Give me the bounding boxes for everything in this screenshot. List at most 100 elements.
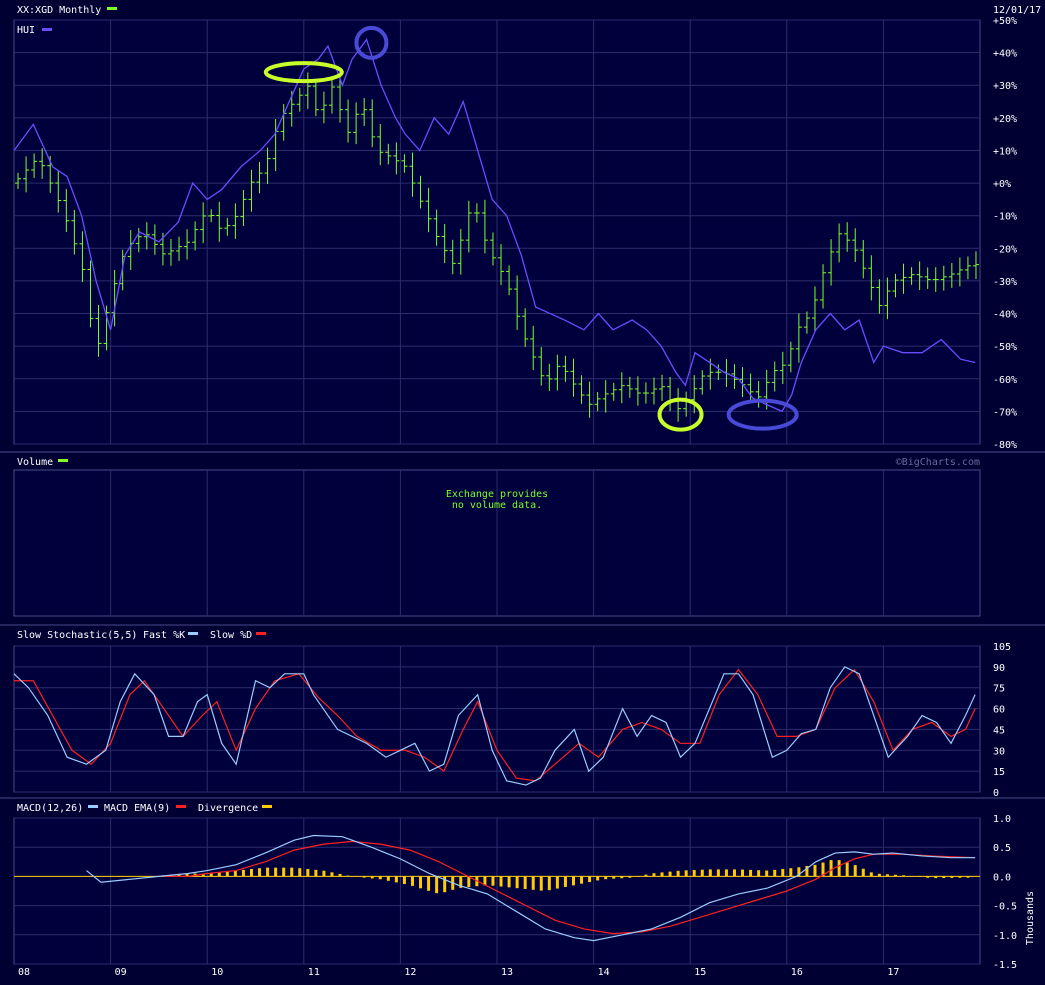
macd-y-tick-label: 0.5: [993, 843, 1011, 854]
green-highlight-ellipse: [263, 61, 344, 84]
divergence-bar: [555, 876, 559, 889]
stochastic-lines: [13, 666, 976, 786]
divergence-bar: [877, 873, 881, 877]
divergence-bar: [684, 870, 688, 877]
price-bar: [860, 240, 867, 279]
price-bar: [377, 124, 384, 166]
price-bar: [23, 156, 30, 193]
price-bar: [803, 311, 810, 334]
divergence-bar: [580, 876, 584, 884]
price-bar: [361, 97, 368, 126]
price-bar: [232, 203, 239, 239]
price-bar: [618, 372, 625, 404]
divergence-bar: [298, 868, 302, 877]
price-bar: [433, 209, 440, 246]
divergence-bar: [394, 876, 398, 883]
divergence-bar: [290, 867, 294, 877]
divergence-bar: [692, 870, 696, 877]
divergence-bar: [507, 876, 511, 888]
price-bar: [369, 99, 376, 148]
price-bar: [956, 257, 963, 287]
divergence-bar: [491, 876, 495, 886]
price-bar: [755, 381, 762, 408]
divergence-bar: [950, 876, 954, 878]
price-bar: [296, 87, 303, 112]
fast-k-line: [13, 666, 976, 786]
stochastic-y-tick-label: 15: [993, 767, 1005, 778]
price-y-tick-label: -20%: [993, 244, 1017, 255]
slow-d-line: [14, 668, 976, 782]
divergence-bar: [185, 873, 189, 877]
price-bar: [763, 369, 770, 410]
price-bar: [345, 99, 352, 143]
price-bar: [425, 187, 432, 233]
divergence-bar: [893, 874, 897, 877]
x-tick-label: 16: [791, 967, 803, 978]
divergence-legend: Divergence: [198, 803, 258, 814]
price-bar: [844, 222, 851, 252]
price-y-tick-label: +40%: [993, 49, 1017, 60]
divergence-bar: [274, 867, 278, 877]
price-y-tick-label: +50%: [993, 16, 1017, 27]
price-bar: [795, 313, 802, 363]
volume-note-line2: no volume data.: [452, 500, 542, 511]
divergence-bar: [781, 869, 785, 877]
divergence-bar: [217, 872, 221, 877]
price-bar: [578, 375, 585, 404]
price-bar: [570, 358, 577, 397]
x-tick-label: 17: [887, 967, 899, 978]
divergence-bar: [362, 876, 366, 878]
price-bar: [63, 189, 70, 233]
divergence-bar: [741, 869, 745, 877]
macd-y-tick-label: -1.0: [993, 931, 1017, 942]
x-tick-label: 14: [598, 967, 610, 978]
price-bar: [401, 154, 408, 173]
x-tick-label: 13: [501, 967, 513, 978]
price-bar: [530, 325, 537, 371]
volume-note-line1: Exchange provides: [446, 489, 548, 500]
divergence-bar: [314, 869, 318, 877]
price-bar: [948, 262, 955, 288]
price-bar: [256, 161, 263, 194]
divergence-bar: [563, 876, 567, 887]
macd-ema-legend: MACD EMA(9): [104, 803, 170, 814]
divergence-bar: [201, 873, 205, 877]
price-bar: [884, 277, 891, 320]
price-y-tick-label: -50%: [993, 342, 1017, 353]
x-tick-label: 11: [308, 967, 320, 978]
price-y-tick-label: -10%: [993, 212, 1017, 223]
price-bar: [538, 347, 545, 386]
divergence-bar: [628, 876, 632, 878]
green-highlight-ellipse: [657, 397, 704, 432]
price-bar: [659, 374, 666, 402]
divergence-bar: [861, 868, 865, 877]
divergence-bar: [902, 875, 906, 877]
divergence-bar: [306, 869, 310, 877]
divergence-bar: [853, 865, 857, 877]
hui-legend: HUI: [17, 25, 35, 36]
price-bar: [320, 91, 327, 124]
divergence-bar: [266, 867, 270, 877]
price-bar: [828, 239, 835, 286]
price-bar: [586, 381, 593, 418]
divergence-bar: [765, 870, 769, 877]
price-y-tick-label: +20%: [993, 114, 1017, 125]
price-bar: [328, 78, 335, 114]
price-bar: [216, 201, 223, 242]
price-bar: [167, 238, 174, 266]
price-bar: [55, 170, 62, 213]
price-bar: [852, 228, 859, 262]
price-bar: [304, 72, 311, 109]
macd-y-tick-label: -1.5: [993, 960, 1017, 971]
fast-k-swatch: [188, 632, 198, 635]
x-tick-label: 12: [404, 967, 416, 978]
divergence-bar: [258, 868, 262, 877]
price-bar: [650, 377, 657, 405]
stochastic-y-tick-label: 90: [993, 663, 1005, 674]
divergence-bar: [620, 876, 624, 879]
price-bar: [498, 244, 505, 286]
divergence-bar: [588, 876, 592, 883]
price-y-tick-label: -30%: [993, 277, 1017, 288]
